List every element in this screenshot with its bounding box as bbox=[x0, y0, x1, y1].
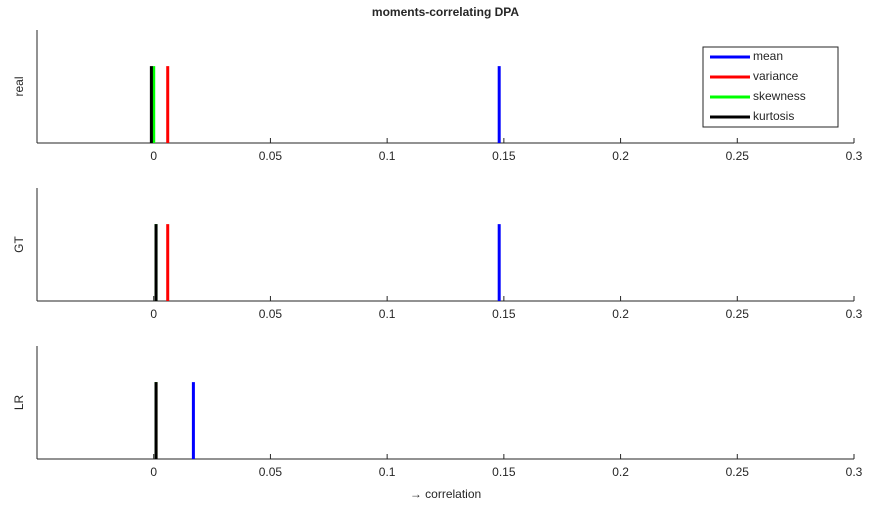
x-tick-label: 0 bbox=[150, 465, 157, 479]
x-tick-label: 0.2 bbox=[612, 465, 629, 479]
x-tick-label: 0.25 bbox=[726, 465, 750, 479]
x-tick-label: 0.05 bbox=[259, 149, 283, 163]
x-axis-label: → correlation bbox=[410, 487, 481, 501]
chart-title: moments-correlating DPA bbox=[372, 5, 519, 19]
legend-box bbox=[702, 46, 839, 128]
y-axis-label: GT bbox=[12, 236, 26, 253]
legend-label: kurtosis bbox=[753, 109, 794, 123]
x-tick-label: 0.15 bbox=[492, 307, 516, 321]
x-tick-label: 0.25 bbox=[726, 149, 750, 163]
legend-label: variance bbox=[753, 69, 799, 83]
x-tick-label: 0.25 bbox=[726, 307, 750, 321]
x-tick-label: 0.05 bbox=[259, 307, 283, 321]
y-axis-label: LR bbox=[12, 394, 26, 410]
x-tick-label: 0.1 bbox=[379, 307, 396, 321]
x-tick-label: 0.3 bbox=[846, 307, 863, 321]
x-tick-label: 0.05 bbox=[259, 465, 283, 479]
x-tick-label: 0.1 bbox=[379, 465, 396, 479]
x-tick-label: 0.3 bbox=[846, 149, 863, 163]
x-tick-label: 0.3 bbox=[846, 465, 863, 479]
x-tick-label: 0.1 bbox=[379, 149, 396, 163]
x-tick-label: 0.2 bbox=[612, 307, 629, 321]
x-tick-label: 0 bbox=[150, 149, 157, 163]
x-tick-label: 0.15 bbox=[492, 149, 516, 163]
legend-label: mean bbox=[753, 49, 783, 63]
x-tick-label: 0.2 bbox=[612, 149, 629, 163]
y-axis-label: real bbox=[12, 76, 26, 96]
x-tick-label: 0 bbox=[150, 307, 157, 321]
legend-label: skewness bbox=[753, 89, 806, 103]
x-tick-label: 0.15 bbox=[492, 465, 516, 479]
